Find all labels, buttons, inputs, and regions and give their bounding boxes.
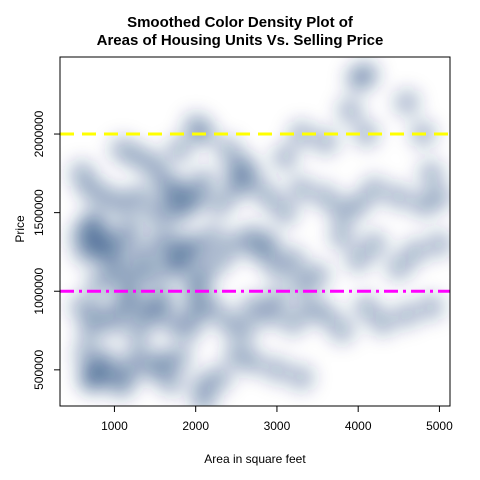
density-point — [402, 238, 429, 265]
density-point — [288, 121, 315, 148]
density-point — [393, 301, 420, 328]
density-point — [328, 317, 355, 344]
density-point — [263, 356, 290, 383]
density-point — [288, 176, 315, 203]
density-point — [190, 168, 217, 195]
density-point — [166, 136, 193, 163]
density-point — [353, 121, 380, 148]
density-point — [345, 66, 372, 93]
density-point — [393, 89, 420, 116]
y-tick-label: 500000 — [32, 349, 46, 389]
density-point — [158, 369, 185, 396]
density-point — [223, 160, 250, 187]
density-point — [166, 344, 193, 371]
density-point — [312, 301, 339, 328]
density-point — [418, 160, 445, 187]
density-point — [288, 364, 315, 391]
density-point — [345, 246, 372, 273]
density-point — [353, 293, 380, 320]
density-point — [272, 199, 299, 226]
density-point — [418, 293, 445, 320]
density-point — [207, 191, 234, 218]
density-point — [133, 238, 160, 265]
density-point — [361, 176, 388, 203]
density-point — [125, 341, 152, 368]
density-point — [239, 348, 266, 375]
reference-lines — [60, 132, 450, 293]
density-point — [162, 199, 189, 226]
density-point — [385, 254, 412, 281]
density-point — [345, 191, 372, 218]
density-point — [385, 183, 412, 210]
density-point — [73, 341, 99, 368]
density-point — [361, 231, 388, 258]
density-point — [328, 223, 355, 250]
density-point — [117, 215, 144, 242]
y-tick-label: 2000000 — [32, 110, 46, 157]
density-point — [280, 309, 307, 336]
density-point — [81, 367, 108, 394]
density-point — [280, 246, 307, 273]
density-point — [369, 309, 396, 336]
x-tick-label: 2000 — [182, 419, 209, 433]
density-point — [255, 231, 282, 258]
chart-title-line-2: Areas of Housing Units Vs. Selling Price — [96, 32, 384, 49]
density-point — [142, 199, 169, 226]
x-tick-label: 1000 — [101, 419, 128, 433]
density-point — [426, 231, 450, 258]
density-point — [190, 388, 217, 406]
x-axis-label: Area in square feet — [204, 452, 306, 466]
density-point — [312, 183, 339, 210]
density-layer — [68, 61, 450, 406]
density-point — [142, 262, 169, 289]
density-point — [182, 238, 209, 265]
y-axis: 500000 1000000 1500000 2000000 — [32, 110, 61, 390]
density-point — [207, 364, 234, 391]
y-tick-label: 1000000 — [32, 268, 46, 315]
density-point — [231, 317, 258, 344]
y-axis-label: Price — [13, 215, 27, 243]
density-point — [142, 152, 169, 179]
x-axis: 1000 2000 3000 4000 5000 — [101, 405, 453, 433]
density-point — [198, 223, 225, 250]
density-point — [68, 293, 95, 320]
density-point — [215, 136, 242, 163]
density-point — [255, 183, 282, 210]
density-point — [426, 183, 450, 210]
chart-title-line-1: Smoothed Color Density Plot of — [127, 14, 353, 31]
density-point — [337, 97, 364, 124]
density-point — [109, 136, 136, 163]
x-tick-label: 3000 — [264, 419, 291, 433]
density-point — [162, 254, 189, 281]
density-point — [272, 144, 299, 171]
x-tick-label: 4000 — [345, 419, 372, 433]
x-tick-label: 5000 — [426, 419, 453, 433]
density-point — [207, 246, 234, 273]
y-tick-label: 1500000 — [32, 189, 46, 236]
density-point — [68, 160, 95, 187]
